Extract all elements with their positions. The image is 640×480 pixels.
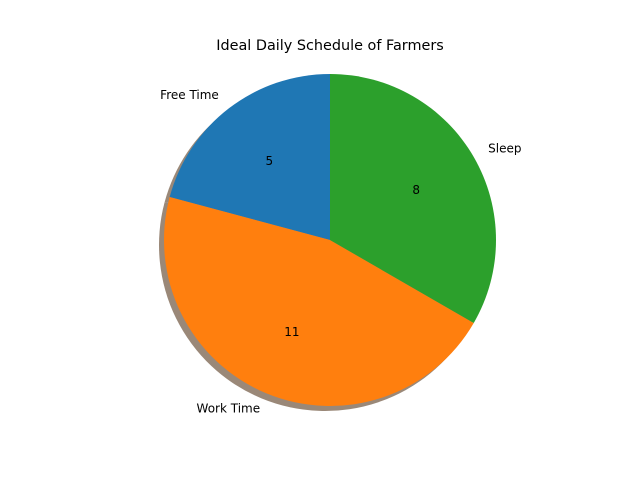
pie-value-work-time: 11 (284, 325, 299, 339)
pie-labels: Free Time 5 Work Time 11 Sleep 8 (160, 88, 521, 416)
pie-value-sleep: 8 (412, 183, 420, 197)
pie-label-sleep: Sleep (488, 142, 521, 156)
pie-value-free-time: 5 (266, 154, 274, 168)
pie-label-work-time: Work Time (197, 402, 261, 416)
pie-slice-sleep (330, 74, 496, 323)
pie-slice-free-time (169, 74, 330, 240)
pie-label-free-time: Free Time (160, 88, 219, 102)
pie-slice-work-time (163, 197, 474, 406)
pie-slices (163, 74, 496, 406)
chart-title: Ideal Daily Schedule of Farmers (216, 38, 443, 54)
